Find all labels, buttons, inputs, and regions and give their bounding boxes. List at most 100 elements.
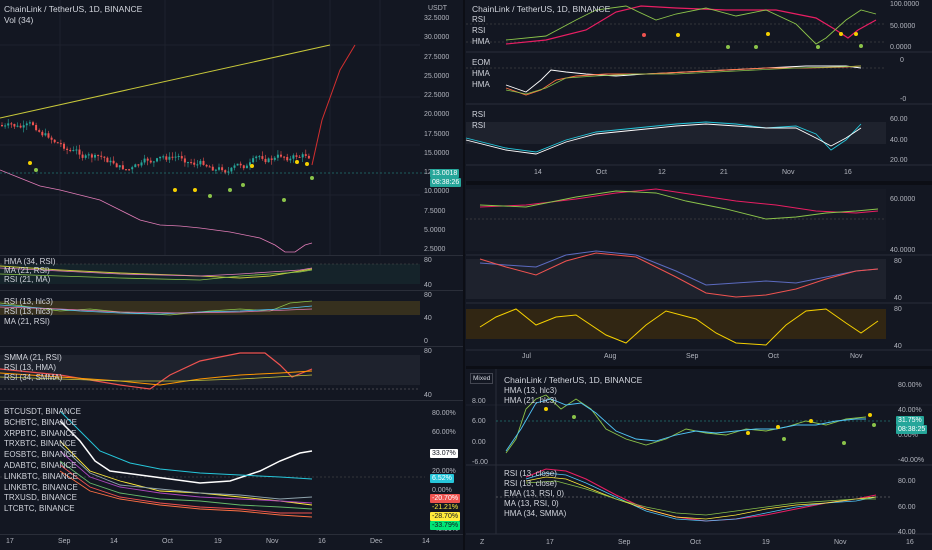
right-bottom-chart[interactable]: Mixed ChainLink / TetherUS, 1D, BINANCE … xyxy=(466,369,932,550)
rb-pane2-legend-4[interactable]: HMA (34, SMMA) xyxy=(504,509,567,518)
rt-pane1-axis-tick: 100.0000 xyxy=(890,1,920,8)
pct-tag-4: -21.21% xyxy=(430,503,461,512)
comparison-legend-2[interactable]: XRPBTC, BINANCE xyxy=(4,428,77,438)
volume-label[interactable]: Vol (34) xyxy=(4,15,34,25)
comparison-legend-5[interactable]: ADABTC, BINANCE xyxy=(4,461,77,470)
pane4-axis-tick: 40 xyxy=(424,392,432,399)
rb-left-axis-tick: 8.00 xyxy=(472,398,486,405)
comparison-legend-8[interactable]: TRXUSD, BINANCE xyxy=(4,493,77,503)
comparison-legend-9[interactable]: LTCBTC, BINANCE xyxy=(4,504,75,514)
rb-legend-1[interactable]: HMA (21, hlc3) xyxy=(504,396,557,405)
left-indicator-pane-2[interactable]: HMA (34, RSI) MA (21, RSI) RSI (21, MA) 80… xyxy=(0,256,463,290)
pane2-axis-tick: 80 xyxy=(424,257,432,264)
pane2-legend-0[interactable]: HMA (34, RSI) xyxy=(4,257,56,266)
price-axis-tick: 32.5000 xyxy=(424,15,450,22)
rt-pane1-legend-2[interactable]: HMA xyxy=(472,37,490,46)
rm-time-tick: Nov xyxy=(850,353,863,360)
rt-time-tick: Nov xyxy=(782,169,795,176)
right-top-chart[interactable]: ChainLink / TetherUS, 1D, BINANCE RSI RSI… xyxy=(465,0,932,180)
comparison-axis-tick: 20.00% xyxy=(432,468,456,475)
rt-pane1-axis-tick: 50.0000 xyxy=(890,22,916,30)
pct-tag-3: -20.70% xyxy=(430,494,461,503)
rb-pane2-legend-0[interactable]: RSI (13, close) xyxy=(504,469,557,478)
rt-pane3-legend-0[interactable]: RSI xyxy=(472,110,486,119)
right-bottom-time-axis[interactable]: 17 Sep Oct 19 Nov 16 xyxy=(496,538,932,550)
left-comparison-pane[interactable]: BTCUSDT, BINANCE BCHBTC, BINANCE XRPBTC, B… xyxy=(0,401,463,534)
pct-tag-6: -33.79% xyxy=(430,521,461,530)
price-axis-tick: 25.0000 xyxy=(424,72,450,80)
rm-time-tick: Oct xyxy=(768,353,779,360)
rt-pane2-legend-1[interactable]: HMA xyxy=(472,69,490,78)
left-time-tick: Oct xyxy=(162,538,173,545)
trendline-yellow[interactable] xyxy=(0,44,331,119)
comparison-legend-0[interactable]: BTCUSDT, BINANCE xyxy=(4,407,81,416)
comparison-legend-6[interactable]: LINKBTC, BINANCE xyxy=(4,471,78,481)
rt-time-tick: 16 xyxy=(844,169,852,176)
rb-time-tick: 17 xyxy=(546,539,554,546)
left-indicator-pane-4[interactable]: SMMA (21, RSI) RSI (13, HMA) RSI (34, SMMA… xyxy=(0,347,463,400)
pane3-axis-tick: 40 xyxy=(424,315,432,322)
mixed-scale-button[interactable]: Mixed xyxy=(470,373,494,384)
pane3-axis-tick: 80 xyxy=(424,292,432,299)
right-middle-chart[interactable]: 60.0000 40.0000 80 40 80 40 Jul Aug Sep Oct Nov xyxy=(466,185,932,365)
comparison-legend-4[interactable]: EOSBTC, BINANCE xyxy=(4,450,77,460)
rm-pane2-axis-tick: 80 xyxy=(894,258,902,265)
rm-pane3-axis-tick: 40 xyxy=(894,343,902,350)
rt-pane2-legend-0[interactable]: EOM xyxy=(472,58,491,67)
rb-pane2-axis-tick: 80.00 xyxy=(898,478,916,485)
pane4-legend-0[interactable]: SMMA (21, RSI) xyxy=(4,353,62,362)
left-indicator-pane-3[interactable]: RSI (13, hlc3) RSI (13, hlc3) MA (21, RSI)… xyxy=(0,291,463,346)
price-axis-tick: 17.5000 xyxy=(424,130,450,138)
rm-time-tick: Sep xyxy=(686,353,699,360)
pct-tag-5: -28.70% xyxy=(430,512,461,521)
right-top-time-axis[interactable]: 14 Oct 12 21 Nov 16 xyxy=(466,168,932,180)
pane3-legend-2[interactable]: MA (21, RSI) xyxy=(4,317,50,326)
bottom-countdown-tag: 08:38:25 xyxy=(896,425,928,434)
pane2-legend-2[interactable]: RSI (21, MA) xyxy=(4,275,51,284)
rb-time-tick: 16 xyxy=(906,539,914,546)
rt-pane3-axis-tick: 20.00 xyxy=(890,157,908,164)
rm-pane1-axis-tick: 40.0000 xyxy=(890,247,916,254)
left-main-svg xyxy=(0,0,425,255)
price-axis-tick: 27.5000 xyxy=(424,53,450,61)
right-bottom-title: ChainLink / TetherUS, 1D, BINANCE xyxy=(504,375,643,385)
price-axis-tick: 5.0000 xyxy=(424,226,446,234)
left-time-tick: 14 xyxy=(422,538,430,545)
comparison-legend-1[interactable]: BCHBTC, BINANCE xyxy=(4,417,77,427)
left-main-chart[interactable]: ChainLink / TetherUS, 1D, BINANCE Vol (3… xyxy=(0,0,463,255)
right-middle-time-axis[interactable]: Jul Aug Sep Oct Nov xyxy=(466,352,932,364)
rb-legend-0[interactable]: HMA (13, hlc3) xyxy=(504,386,557,395)
pane3-legend-0[interactable]: RSI (13, hlc3) xyxy=(4,297,53,306)
rb-pane2-axis-tick: 60.00 xyxy=(898,503,916,511)
rb-pane2-axis-tick: 40.00 xyxy=(898,529,916,536)
rb-pane2-legend-2[interactable]: EMA (13, RSI, 0) xyxy=(504,489,565,498)
rb-left-axis-tick: -6.00 xyxy=(472,459,488,466)
left-time-tick: 14 xyxy=(110,538,118,545)
price-axis[interactable]: 32.5000 30.0000 27.5000 25.0000 22.5000 20.00… xyxy=(424,14,462,254)
rt-pane1-legend-1[interactable]: RSI xyxy=(472,26,486,35)
comparison-legend-7[interactable]: LINKBTC, BINANCE xyxy=(4,482,78,492)
rt-pane2-legend-2[interactable]: HMA xyxy=(472,80,490,89)
comparison-axis-tick: 80.00% xyxy=(432,410,456,417)
pane4-legend-1[interactable]: RSI (13, HMA) xyxy=(4,363,57,372)
price-axis-tick: 2.5000 xyxy=(424,246,446,253)
rt-pane3-legend-1[interactable]: RSI xyxy=(472,121,486,130)
rt-pane1-legend-0[interactable]: RSI xyxy=(472,15,486,24)
pane4-legend-2[interactable]: RSI (34, SMMA) xyxy=(4,373,63,382)
rt-time-tick: 14 xyxy=(534,169,542,176)
trendline-red[interactable] xyxy=(311,44,356,166)
pane3-legend-1[interactable]: RSI (13, hlc3) xyxy=(4,307,53,316)
rb-pane2-legend-1[interactable]: RSI (13, close) xyxy=(504,479,557,488)
rt-time-tick: Oct xyxy=(596,169,607,176)
rm-pane1-axis-tick: 60.0000 xyxy=(890,196,916,203)
pane4-axis-tick: 80 xyxy=(424,348,432,355)
rb-right-axis-tick: 0.00% xyxy=(898,432,918,439)
rb-pane2-legend-3[interactable]: MA (13, RSI, 0) xyxy=(504,499,559,508)
pct-tag-2: 6.52% xyxy=(430,474,454,483)
scale-corner-button[interactable]: Z xyxy=(480,539,485,546)
left-time-tick: Nov xyxy=(266,538,279,545)
pane2-legend-1[interactable]: MA (21, RSI) xyxy=(4,266,50,275)
left-time-axis[interactable]: 17 Sep 14 Oct 19 Nov 16 Dec 14 xyxy=(0,537,463,549)
comparison-legend-3[interactable]: TRXBTC, BINANCE xyxy=(4,439,77,449)
rb-time-tick: Sep xyxy=(618,539,631,546)
